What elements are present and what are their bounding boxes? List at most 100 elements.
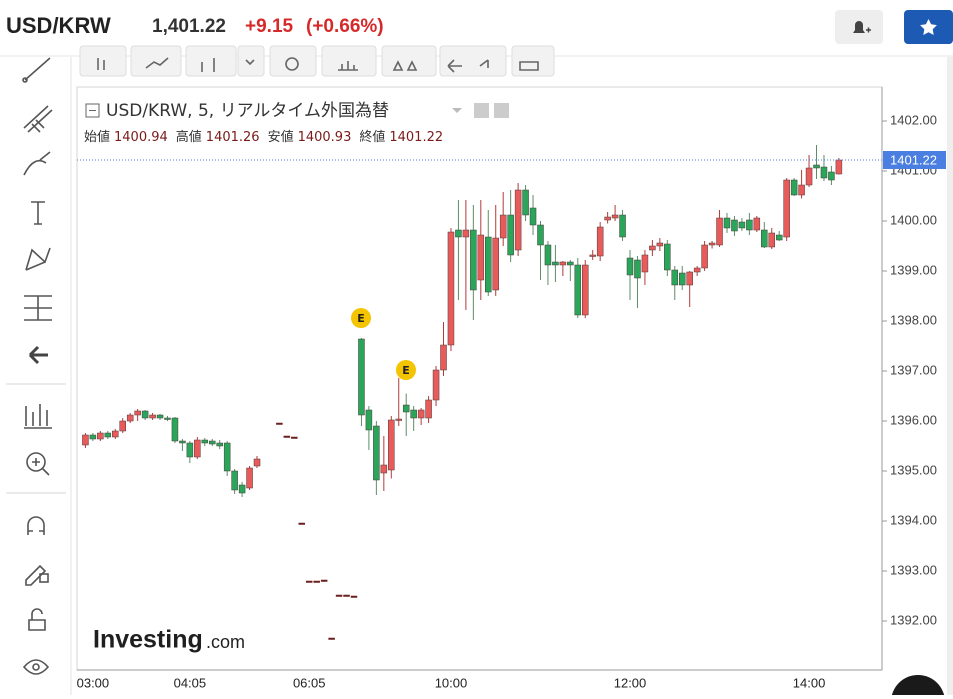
candle-body — [746, 219, 753, 231]
ohlc-key: 高値 — [176, 129, 202, 145]
candle-body — [514, 189, 522, 251]
candle-body — [567, 261, 574, 266]
candle-body — [522, 189, 529, 216]
tool-icons[interactable] — [6, 57, 66, 675]
plot-area — [76, 86, 883, 671]
ohlc-key: 始値 — [84, 129, 110, 145]
candle-body — [813, 164, 820, 169]
candle-body — [753, 217, 761, 231]
change-pct: (+0.66%) — [306, 16, 384, 37]
ohlc-key: 終値 — [359, 129, 385, 145]
candle-body — [611, 214, 619, 219]
symbol: USD/KRW — [6, 13, 111, 38]
y-tick-label: 1395.00 — [890, 462, 937, 477]
candle-body — [686, 271, 693, 286]
candle-body — [626, 257, 634, 276]
x-tick-label: 12:00 — [614, 675, 647, 690]
candle-body — [171, 417, 179, 442]
ohlc-value: 1400.94 — [114, 130, 168, 145]
candle-body — [253, 458, 261, 467]
plot — [82, 145, 843, 640]
candle-body — [365, 409, 373, 431]
last-price-box — [883, 151, 946, 169]
x-tick-label: 04:05 — [174, 675, 207, 690]
candle-body — [693, 267, 701, 273]
candle-body — [283, 435, 291, 438]
candle-body — [477, 234, 485, 281]
candle-body — [119, 420, 126, 432]
event-marker[interactable]: E — [396, 360, 416, 380]
candle-body — [425, 399, 432, 419]
candle-body — [723, 217, 731, 229]
candle-body — [343, 594, 350, 597]
candle-body — [716, 217, 723, 246]
y-tick-label: 1392.00 — [890, 612, 937, 627]
candle-body — [89, 434, 97, 440]
candle-body — [649, 245, 656, 251]
candle-body — [82, 434, 89, 446]
title-dropdown[interactable] — [452, 108, 462, 113]
change: +9.15 — [245, 16, 294, 37]
candle-body — [805, 167, 813, 186]
candle-body — [768, 232, 775, 248]
candle-body — [141, 410, 149, 419]
scrollbar — [947, 57, 953, 695]
alert-button[interactable] — [835, 10, 883, 44]
candle-body — [447, 231, 455, 346]
settings-button[interactable] — [494, 103, 509, 118]
candle-body — [470, 229, 477, 291]
ohlc-value: 1400.93 — [298, 130, 352, 145]
candle-body — [313, 580, 320, 583]
ohlc-legend: 始値 1400.94 高値 1401.26 安値 1400.93 終値 1401.22 — [84, 129, 443, 145]
watchlist-button[interactable] — [904, 10, 953, 44]
candle-body — [761, 229, 768, 248]
y-tick-label: 1400.00 — [890, 212, 937, 227]
candle-body — [201, 439, 209, 444]
candle-body — [783, 179, 790, 238]
candle-body — [432, 369, 440, 401]
candle-body — [574, 264, 582, 316]
x-tick-label: 14:00 — [793, 675, 826, 690]
eye-button[interactable] — [474, 103, 489, 118]
price: 1,401.22 — [152, 16, 226, 37]
candle-body — [373, 425, 380, 481]
candle-body — [179, 440, 186, 444]
chat-button[interactable] — [891, 675, 945, 699]
y-tick-label: 1399.00 — [890, 262, 937, 277]
candle-body — [604, 216, 611, 221]
candle-body — [671, 269, 679, 286]
candle-body — [507, 214, 514, 256]
candle-body — [455, 229, 462, 238]
candle-body — [738, 221, 746, 229]
candle-body — [582, 264, 589, 316]
chart-toolbar[interactable] — [79, 45, 555, 77]
candle-body — [559, 261, 567, 266]
candle-body — [112, 430, 119, 438]
candle-body — [656, 242, 664, 247]
candle-body — [440, 344, 447, 371]
candle-body — [775, 234, 783, 241]
ohlc-value: 1401.26 — [206, 130, 260, 145]
candle-body — [664, 243, 671, 271]
candle-body — [298, 522, 306, 525]
candle-body — [589, 254, 596, 257]
chart-title: USD/KRW, 5, リアルタイム外国為替 — [106, 101, 389, 121]
candle-body — [402, 404, 410, 413]
y-tick-label: 1396.00 — [890, 412, 937, 427]
last-price-label: 1401.22 — [890, 152, 937, 167]
candle-body — [828, 171, 835, 181]
candle-body — [134, 410, 141, 416]
y-tick-label: 1397.00 — [890, 362, 937, 377]
y-tick-label: 1394.00 — [890, 512, 937, 527]
candle-body — [305, 580, 313, 583]
candle-body — [410, 409, 417, 419]
candle-body — [358, 338, 365, 416]
event-label: E — [402, 364, 410, 377]
candle-body — [216, 442, 223, 447]
event-marker[interactable]: E — [351, 308, 371, 328]
candle-body — [149, 414, 156, 419]
event-label: E — [357, 312, 365, 325]
candle-body — [276, 422, 283, 425]
x-tick-label: 03:00 — [77, 675, 110, 690]
